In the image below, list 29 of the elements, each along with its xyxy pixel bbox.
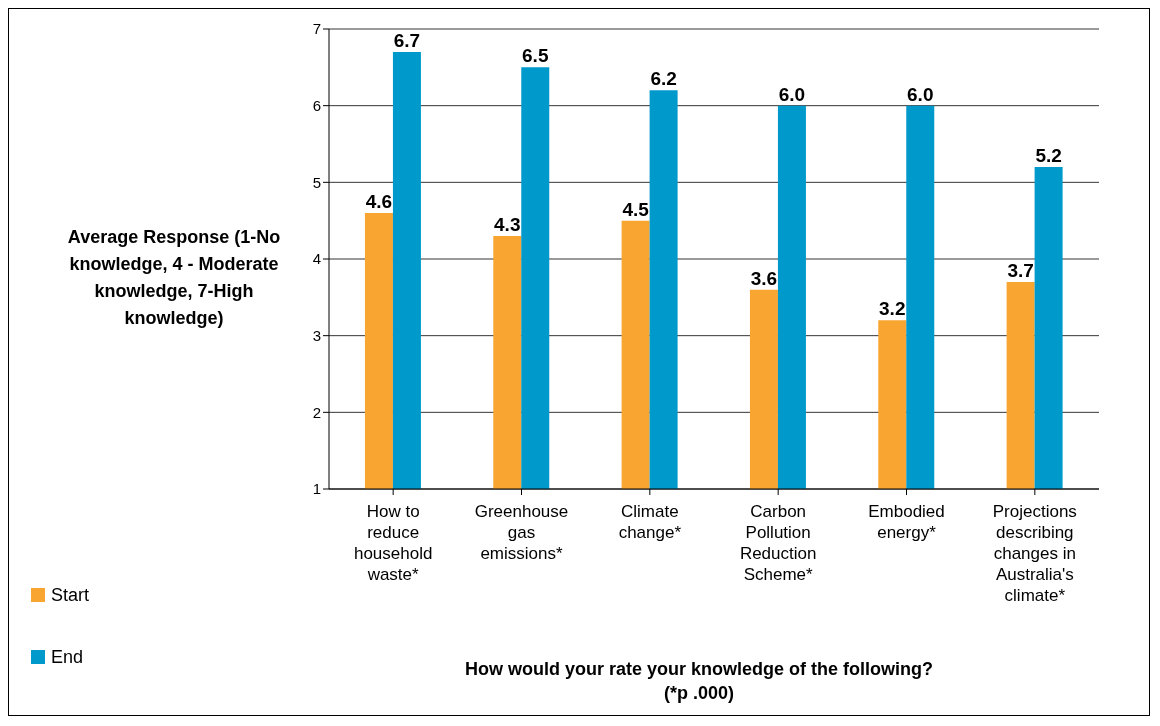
x-tick-label: Carbon Pollution Reduction Scheme* [739,502,817,584]
y-tick-label: 7 [312,20,321,38]
data-label: 3.2 [879,298,906,320]
x-tick-label: How to reduce household waste* [353,502,433,584]
y-tick-label: 4 [312,250,321,268]
x-tick-label: Embodied energy* [868,502,945,542]
data-label: 6.0 [907,83,934,105]
data-label: 6.2 [650,68,677,90]
data-label: 4.5 [622,198,650,220]
data-label: 4.3 [494,214,521,235]
data-label: 6.7 [393,30,421,51]
data-label: 5.2 [1035,145,1062,166]
legend-label: Start [51,584,90,606]
y-tick-label: 6 [312,96,321,114]
data-label: 3.6 [750,267,778,289]
y-axis-title: Average Response (1-No knowledge, 4 - Moderate knowledge, 7-High knowledge) [66,226,282,330]
legend-label: End [51,646,84,668]
data-label: 4.6 [365,191,393,212]
y-tick-label: 3 [312,326,321,344]
x-tick-label: Climate change* [618,502,682,542]
y-tick-label: 5 [312,173,321,191]
x-axis-title: How would your rate your knowledge of the following? (*p .000) [464,658,934,705]
x-tick-label: Projections describing changes in Australia's climate* [992,502,1077,605]
data-label: 6.5 [522,45,549,67]
x-tick-label: Greenhouse gas emissions* [474,502,569,563]
data-label: 3.7 [1007,260,1034,281]
y-tick-label: 2 [312,403,321,421]
data-label: 6.0 [778,83,806,105]
y-tick-label: 1 [312,480,321,498]
